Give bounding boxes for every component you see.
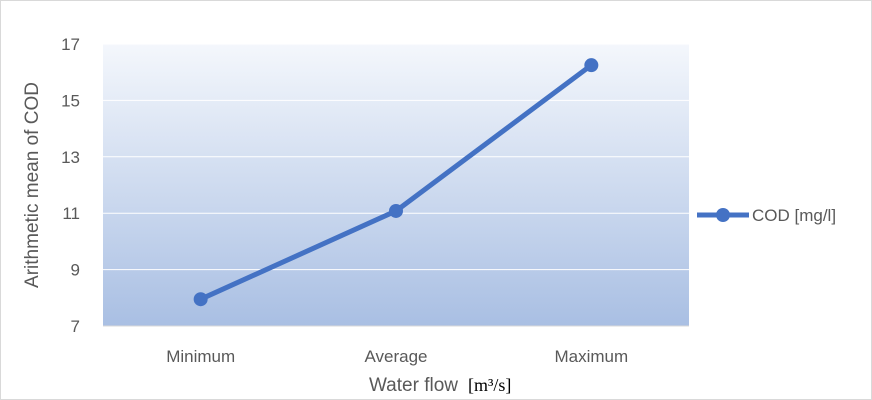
gridlines (103, 43, 689, 327)
y-tick-label: 13 (61, 148, 80, 167)
legend-label: COD [mg/l] (752, 206, 836, 225)
x-axis-unit: [m³/s] (468, 375, 511, 395)
plot-area (103, 44, 689, 326)
legend-marker (716, 208, 730, 222)
y-tick-label: 17 (61, 35, 80, 54)
x-tick-label: Maximum (554, 347, 628, 366)
y-axis-title: Arithmetic mean of COD (22, 82, 43, 288)
data-point (389, 203, 403, 218)
data-point (584, 58, 599, 73)
x-tick-label: Minimum (166, 347, 235, 366)
y-tick-label: 7 (71, 317, 80, 336)
x-tick-label: Average (364, 347, 427, 366)
y-tick-label: 11 (62, 204, 80, 223)
x-axis-title-group: Water flow [m³/s] (369, 375, 511, 396)
series-lines (193, 58, 599, 307)
y-tick-labels: 7 9 11 13 15 17 (61, 35, 80, 336)
legend: COD [mg/l] (697, 206, 836, 225)
x-tick-labels: Minimum Average Maximum (166, 347, 628, 366)
y-tick-label: 9 (71, 261, 80, 280)
data-point (193, 292, 208, 307)
y-tick-label: 15 (61, 91, 80, 110)
x-axis-title: Water flow (369, 375, 458, 396)
